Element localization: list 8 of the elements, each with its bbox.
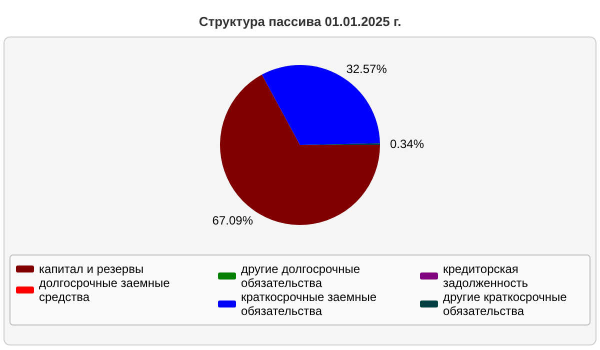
data-label: 32.57%: [346, 62, 388, 76]
data-label: 67.09%: [212, 214, 254, 228]
chart-title: Структура пассива 01.01.2025 г.: [198, 14, 402, 29]
data-label: 0.34%: [390, 137, 424, 152]
legend-label: краткосрочные заемные обязательства: [241, 290, 377, 318]
legend-label: другие краткосрочные обязательства: [443, 290, 568, 318]
legend-label: долгосрочные заемные средства: [39, 276, 170, 304]
legend-label: капитал и резервы: [39, 262, 144, 276]
